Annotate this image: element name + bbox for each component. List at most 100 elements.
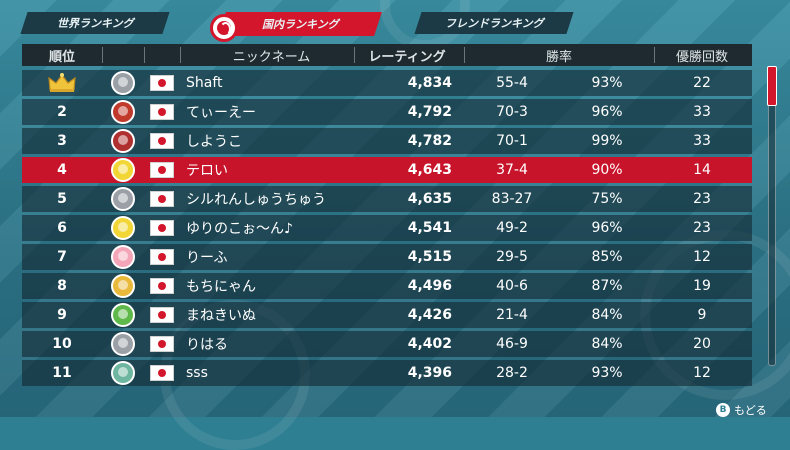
- japan-flag-icon: [144, 360, 180, 386]
- tournament-wins: 12: [693, 249, 711, 265]
- rank-number: 9: [57, 307, 67, 323]
- header-nickname: ニックネーム: [232, 49, 311, 65]
- table-row[interactable]: Shaft 4,834 55-4 93% 22: [22, 70, 752, 96]
- player-name: sss: [186, 365, 208, 381]
- avatar: [102, 70, 144, 96]
- japan-flag-icon: [144, 70, 180, 96]
- character-avatar-icon: [111, 100, 135, 124]
- avatar: [102, 273, 144, 299]
- scrollbar-track[interactable]: [768, 66, 776, 366]
- player-rating: 4,396: [407, 365, 452, 381]
- japan-flag-icon: [144, 273, 180, 299]
- table-row[interactable]: 6 ゆりのこぉ〜ん♪ 4,541 49-2 96% 23: [22, 215, 752, 241]
- avatar: [102, 244, 144, 270]
- avatar: [102, 99, 144, 125]
- rank-number: 8: [57, 278, 67, 294]
- tab-friend-ranking[interactable]: フレンドランキング: [414, 12, 574, 34]
- avatar: [102, 302, 144, 328]
- tournament-wins: 19: [693, 278, 711, 294]
- player-rating: 4,782: [407, 133, 452, 149]
- player-rating: 4,541: [407, 220, 452, 236]
- player-rating: 4,496: [407, 278, 452, 294]
- back-hint[interactable]: B もどる: [716, 402, 767, 418]
- rank-number: 2: [57, 104, 67, 120]
- japan-flag-icon: [144, 302, 180, 328]
- japan-flag-icon: [144, 128, 180, 154]
- table-row[interactable]: 8 もちにゃん 4,496 40-6 87% 19: [22, 273, 752, 299]
- table-row[interactable]: 10 りはる 4,402 46-9 84% 20: [22, 331, 752, 357]
- japan-flag-icon: [144, 244, 180, 270]
- tab-world-ranking[interactable]: 世界ランキング: [20, 12, 170, 34]
- tournament-wins: 23: [693, 191, 711, 207]
- win-loss-record: 37-4: [496, 162, 528, 178]
- win-loss-record: 46-9: [496, 336, 528, 352]
- tournament-wins: 14: [693, 162, 711, 178]
- japan-flag-icon: [144, 157, 180, 183]
- player-name: Shaft: [186, 75, 223, 91]
- table-row[interactable]: 2 てぃーえー 4,792 70-3 96% 33: [22, 99, 752, 125]
- character-avatar-icon: [111, 187, 135, 211]
- win-percentage: 90%: [591, 162, 623, 178]
- character-avatar-icon: [111, 303, 135, 327]
- character-avatar-icon: [111, 245, 135, 269]
- ranking-table: 順位 ニックネーム レーティング 勝率 優勝回数 Shaft 4,834 55-4 9…: [22, 44, 752, 389]
- player-name: ゆりのこぉ〜ん♪: [186, 221, 293, 237]
- player-rating: 4,426: [407, 307, 452, 323]
- rank-number: 6: [57, 220, 67, 236]
- table-row[interactable]: 5 シルれんしゅうちゅう 4,635 83-27 75% 23: [22, 186, 752, 212]
- avatar: [102, 157, 144, 183]
- rank-number: 10: [52, 336, 72, 352]
- tournament-wins: 12: [693, 365, 711, 381]
- player-rating: 4,402: [407, 336, 452, 352]
- player-rating: 4,792: [407, 104, 452, 120]
- table-row[interactable]: 7 りーふ 4,515 29-5 85% 12: [22, 244, 752, 270]
- player-name: りはる: [186, 337, 228, 353]
- tournament-wins: 33: [693, 104, 711, 120]
- player-rating: 4,515: [407, 249, 452, 265]
- win-percentage: 87%: [591, 278, 623, 294]
- player-name: テロい: [186, 163, 228, 179]
- crown-icon: [22, 70, 102, 96]
- scrollbar-thumb[interactable]: [767, 66, 777, 106]
- table-header: 順位 ニックネーム レーティング 勝率 優勝回数: [22, 44, 752, 66]
- ranking-tabs: 世界ランキング 国内ランキング フレンドランキング: [0, 12, 790, 42]
- rank-number: 3: [57, 133, 67, 149]
- japan-flag-icon: [144, 186, 180, 212]
- win-loss-record: 55-4: [496, 75, 528, 91]
- win-percentage: 96%: [591, 220, 623, 236]
- character-avatar-icon: [111, 129, 135, 153]
- rank-number: 5: [57, 191, 67, 207]
- win-percentage: 93%: [591, 75, 623, 91]
- avatar: [102, 186, 144, 212]
- tab-national-ranking[interactable]: 国内ランキング: [218, 12, 382, 36]
- win-percentage: 96%: [591, 104, 623, 120]
- player-name: シルれんしゅうちゅう: [186, 192, 326, 208]
- japan-flag-icon: [144, 215, 180, 241]
- header-wins: 優勝回数: [675, 49, 728, 65]
- win-loss-record: 40-6: [496, 278, 528, 294]
- player-name: もちにゃん: [186, 279, 256, 295]
- player-rating: 4,635: [407, 191, 452, 207]
- header-rating: レーティング: [368, 49, 446, 65]
- win-percentage: 75%: [591, 191, 623, 207]
- avatar: [102, 215, 144, 241]
- character-avatar-icon: [111, 361, 135, 385]
- table-row[interactable]: 3 しようこ 4,782 70-1 99% 33: [22, 128, 752, 154]
- win-loss-record: 49-2: [496, 220, 528, 236]
- table-row[interactable]: 4 テロい 4,643 37-4 90% 14: [22, 157, 752, 183]
- rank-number: 4: [57, 162, 67, 178]
- player-name: りーふ: [186, 250, 228, 266]
- table-row[interactable]: 11 sss 4,396 28-2 93% 12: [22, 360, 752, 386]
- header-rank: 順位: [48, 49, 75, 65]
- rank-number: 7: [57, 249, 67, 265]
- character-avatar-icon: [111, 274, 135, 298]
- japan-flag-icon: [144, 331, 180, 357]
- win-loss-record: 21-4: [496, 307, 528, 323]
- header-winloss: 勝率: [545, 49, 572, 65]
- win-loss-record: 28-2: [496, 365, 528, 381]
- player-name: しようこ: [186, 134, 242, 150]
- avatar: [102, 128, 144, 154]
- table-row[interactable]: 9 まねきいぬ 4,426 21-4 84% 9: [22, 302, 752, 328]
- b-button-icon: B: [716, 403, 730, 417]
- player-name: まねきいぬ: [186, 308, 256, 324]
